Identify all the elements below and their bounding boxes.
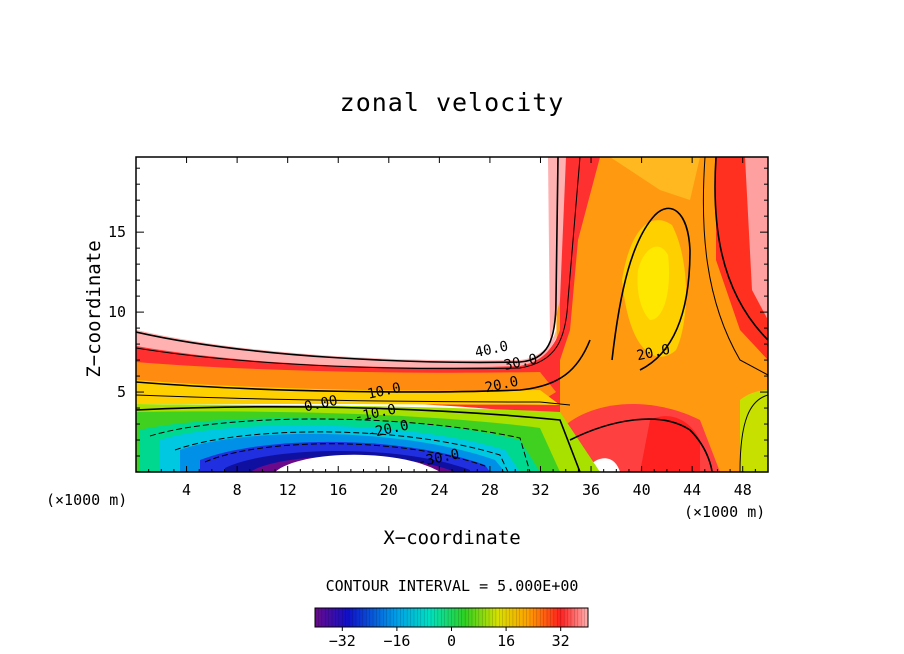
x-tick-label: 4 bbox=[182, 481, 191, 499]
contour-label: 30.0 bbox=[503, 351, 539, 374]
contour-neg20 bbox=[174, 431, 509, 472]
colorbar-tick-label: 16 bbox=[497, 632, 515, 650]
contour-label: 20.0 bbox=[484, 374, 520, 397]
chart-title: zonal velocity bbox=[339, 88, 565, 117]
contour-interval: CONTOUR INTERVAL = 5.000E+00 bbox=[325, 577, 579, 595]
colorbar-tick-label: 0 bbox=[447, 632, 456, 650]
contour-lower-right bbox=[569, 418, 713, 472]
x-tick-label: 16 bbox=[329, 481, 347, 499]
contour-20b bbox=[611, 207, 691, 371]
colorbar: −32 −16 0 16 32 bbox=[314, 607, 589, 650]
x-tick-label: 24 bbox=[430, 481, 448, 499]
y-axis-ticks: 5 10 15 bbox=[108, 167, 768, 457]
contour-label: 40.0 bbox=[473, 338, 509, 361]
contour-label: 0.00 bbox=[303, 393, 339, 416]
x-tick-label: 12 bbox=[279, 481, 297, 499]
contour-0 bbox=[136, 406, 581, 472]
x-tick-label: 8 bbox=[233, 481, 242, 499]
contour-lines bbox=[136, 157, 768, 472]
x-unit-right: (×1000 m) bbox=[684, 503, 766, 521]
y-tick-label: 15 bbox=[108, 223, 126, 241]
x-tick-label: 20 bbox=[380, 481, 398, 499]
contour-right-30 bbox=[702, 157, 768, 376]
contour-neg10 bbox=[149, 418, 531, 472]
contour-label: 20.0 bbox=[635, 342, 671, 365]
x-tick-label: 32 bbox=[531, 481, 549, 499]
x-axis-ticks: 4 8 12 16 20 24 28 32 36 40 44 48 bbox=[148, 157, 756, 499]
y-tick-label: 10 bbox=[108, 303, 126, 321]
contour-40 bbox=[136, 157, 559, 364]
contour-lower-right-2 bbox=[739, 394, 768, 472]
colorbar-tick-label: −16 bbox=[383, 632, 410, 650]
velocity-field bbox=[136, 157, 768, 472]
contour-30 bbox=[136, 157, 581, 370]
x-unit-left: (×1000 m) bbox=[46, 491, 128, 509]
contour-10 bbox=[136, 394, 571, 406]
x-axis-label: X−coordinate bbox=[383, 527, 521, 549]
x-tick-label: 48 bbox=[734, 481, 752, 499]
contour-20 bbox=[136, 339, 591, 393]
contour-right-40 bbox=[714, 157, 768, 341]
contour-label: 10.0 bbox=[366, 380, 402, 403]
x-tick-label: 36 bbox=[582, 481, 600, 499]
y-tick-label: 5 bbox=[117, 383, 126, 401]
x-tick-label: 28 bbox=[481, 481, 499, 499]
x-tick-label: 44 bbox=[683, 481, 701, 499]
x-tick-label: 40 bbox=[633, 481, 651, 499]
colorbar-tick-label: −32 bbox=[329, 632, 356, 650]
colorbar-tick-label: 32 bbox=[552, 632, 570, 650]
contour-neg30 bbox=[204, 443, 486, 467]
